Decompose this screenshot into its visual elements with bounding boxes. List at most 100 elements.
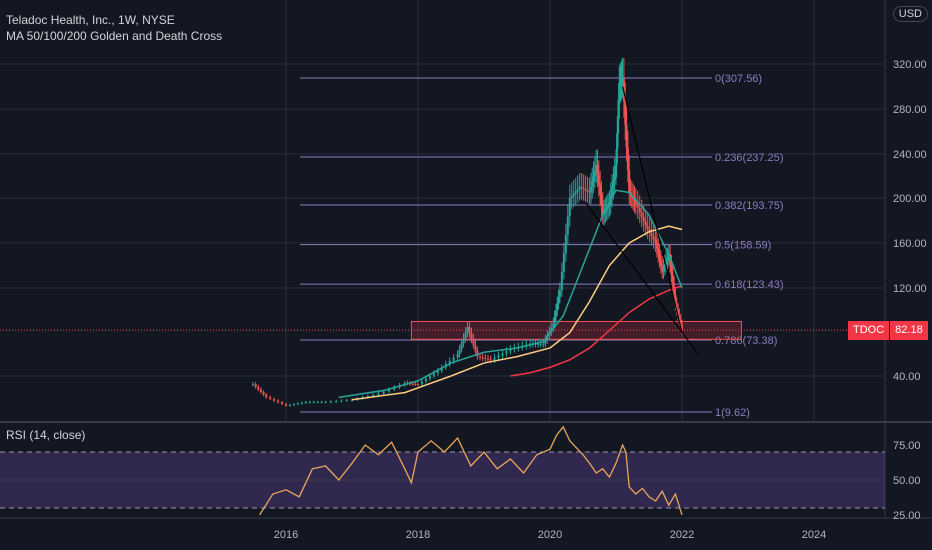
price-candle-body: [481, 357, 484, 359]
symbol-badge: TDOC: [848, 321, 890, 340]
price-value: 82.18: [890, 321, 928, 340]
price-candle-body: [292, 404, 295, 406]
price-candle-body: [618, 86, 621, 103]
price-candle-body: [537, 343, 540, 345]
price-candle-body: [655, 243, 658, 249]
price-candle-body: [626, 147, 629, 171]
price-candle-body: [296, 403, 299, 405]
price-candle-body: [252, 384, 254, 386]
price-candle-body: [440, 367, 443, 371]
price-candle-body: [673, 284, 676, 295]
price-candle-body: [593, 170, 596, 176]
price-candle-body: [671, 274, 674, 285]
price-candle-body: [316, 402, 319, 404]
time-axis-label: 2022: [670, 529, 694, 541]
price-candle-body: [588, 191, 591, 193]
price-axis-label: 160.00: [893, 238, 927, 250]
price-candle-body: [620, 81, 623, 84]
price-candle-body: [489, 359, 492, 361]
price-axis-label: 240.00: [893, 149, 927, 161]
price-candle-body: [597, 174, 600, 185]
price-candle-body: [411, 383, 414, 385]
price-candle-body: [448, 360, 451, 365]
fib-level-label: 0.618(123.43): [715, 279, 784, 291]
price-candle-body: [601, 204, 604, 215]
price-candle-body: [665, 261, 668, 265]
fib-level-label: 0.786(73.38): [715, 335, 777, 347]
price-candle-body: [642, 217, 645, 222]
price-candle-body: [564, 234, 567, 254]
price-candle-body: [657, 248, 660, 255]
price-axis-label: 40.00: [893, 371, 921, 383]
price-candle-body: [417, 384, 419, 386]
price-candle-body: [625, 124, 628, 148]
price-candle-body: [269, 397, 272, 399]
ma200-line: [510, 285, 683, 377]
price-candle-body: [646, 226, 649, 230]
price-candle-body: [542, 343, 545, 345]
price-candle-body: [556, 303, 559, 311]
price-candle-body: [634, 201, 637, 204]
price-candle-body: [420, 381, 423, 385]
price-candle-body: [681, 325, 683, 331]
price-candle-body: [460, 343, 463, 350]
price-candle-body: [257, 386, 260, 390]
time-axis-label: 2024: [802, 529, 826, 541]
price-candle-body: [466, 327, 469, 333]
price-candle-body: [607, 205, 610, 209]
trendline: [585, 203, 699, 355]
price-candle-body: [277, 400, 280, 403]
price-candle-body: [539, 343, 542, 345]
price-candle-body: [554, 310, 557, 318]
price-candle-body: [662, 267, 665, 272]
price-candle-body: [568, 198, 571, 217]
price-candle-body: [652, 236, 655, 240]
price-candle-body: [633, 199, 636, 202]
price-candle-body: [474, 344, 477, 351]
time-axis-label: 2018: [406, 529, 430, 541]
price-candle-body: [424, 378, 427, 382]
price-candle-body: [479, 356, 482, 358]
price-candle-body: [615, 165, 617, 173]
price-candle-body: [382, 391, 385, 394]
price-candle-body: [553, 317, 556, 324]
price-candle-body: [409, 383, 412, 385]
rsi-label: RSI (14, close): [6, 428, 86, 442]
price-candle-body: [262, 392, 265, 395]
price-candle-body: [281, 402, 284, 404]
fib-level-label: 0(307.56): [715, 73, 762, 85]
price-candle-body: [628, 170, 631, 193]
price-candle-body: [578, 187, 581, 190]
price-candle-body: [560, 271, 563, 291]
price-candle-body: [546, 335, 549, 340]
price-candle-body: [640, 212, 643, 218]
price-candle-body: [288, 404, 291, 406]
price-candle-body: [497, 355, 500, 358]
fib-level-label: 0.236(237.25): [715, 152, 784, 164]
price-candle-body: [570, 195, 573, 198]
price-candle-body: [591, 181, 594, 187]
price-candle-body: [659, 259, 662, 266]
price-candle-body: [574, 191, 577, 194]
price-candle-body: [329, 401, 332, 403]
price-candle-body: [345, 400, 348, 402]
price-candle-body: [372, 394, 375, 397]
price-candle-body: [621, 78, 624, 81]
price-candle-body: [636, 203, 639, 209]
chart-title: Teladoc Health, Inc., 1W, NYSE: [6, 13, 175, 27]
price-candle-body: [285, 403, 287, 406]
price-candle-body: [432, 373, 435, 376]
price-candle-body: [666, 257, 669, 261]
price-candle-body: [566, 216, 569, 235]
price-candle-body: [544, 339, 547, 344]
price-candle-body: [677, 309, 680, 315]
price-candle-body: [558, 290, 561, 297]
price-candle-body: [580, 187, 583, 189]
price-candle-body: [612, 180, 615, 189]
price-candle-body: [254, 384, 257, 387]
price-candle-body: [470, 333, 473, 340]
currency-button[interactable]: USD: [892, 6, 928, 22]
price-axis-label: 320.00: [893, 59, 927, 71]
price-candle-body: [464, 332, 467, 339]
